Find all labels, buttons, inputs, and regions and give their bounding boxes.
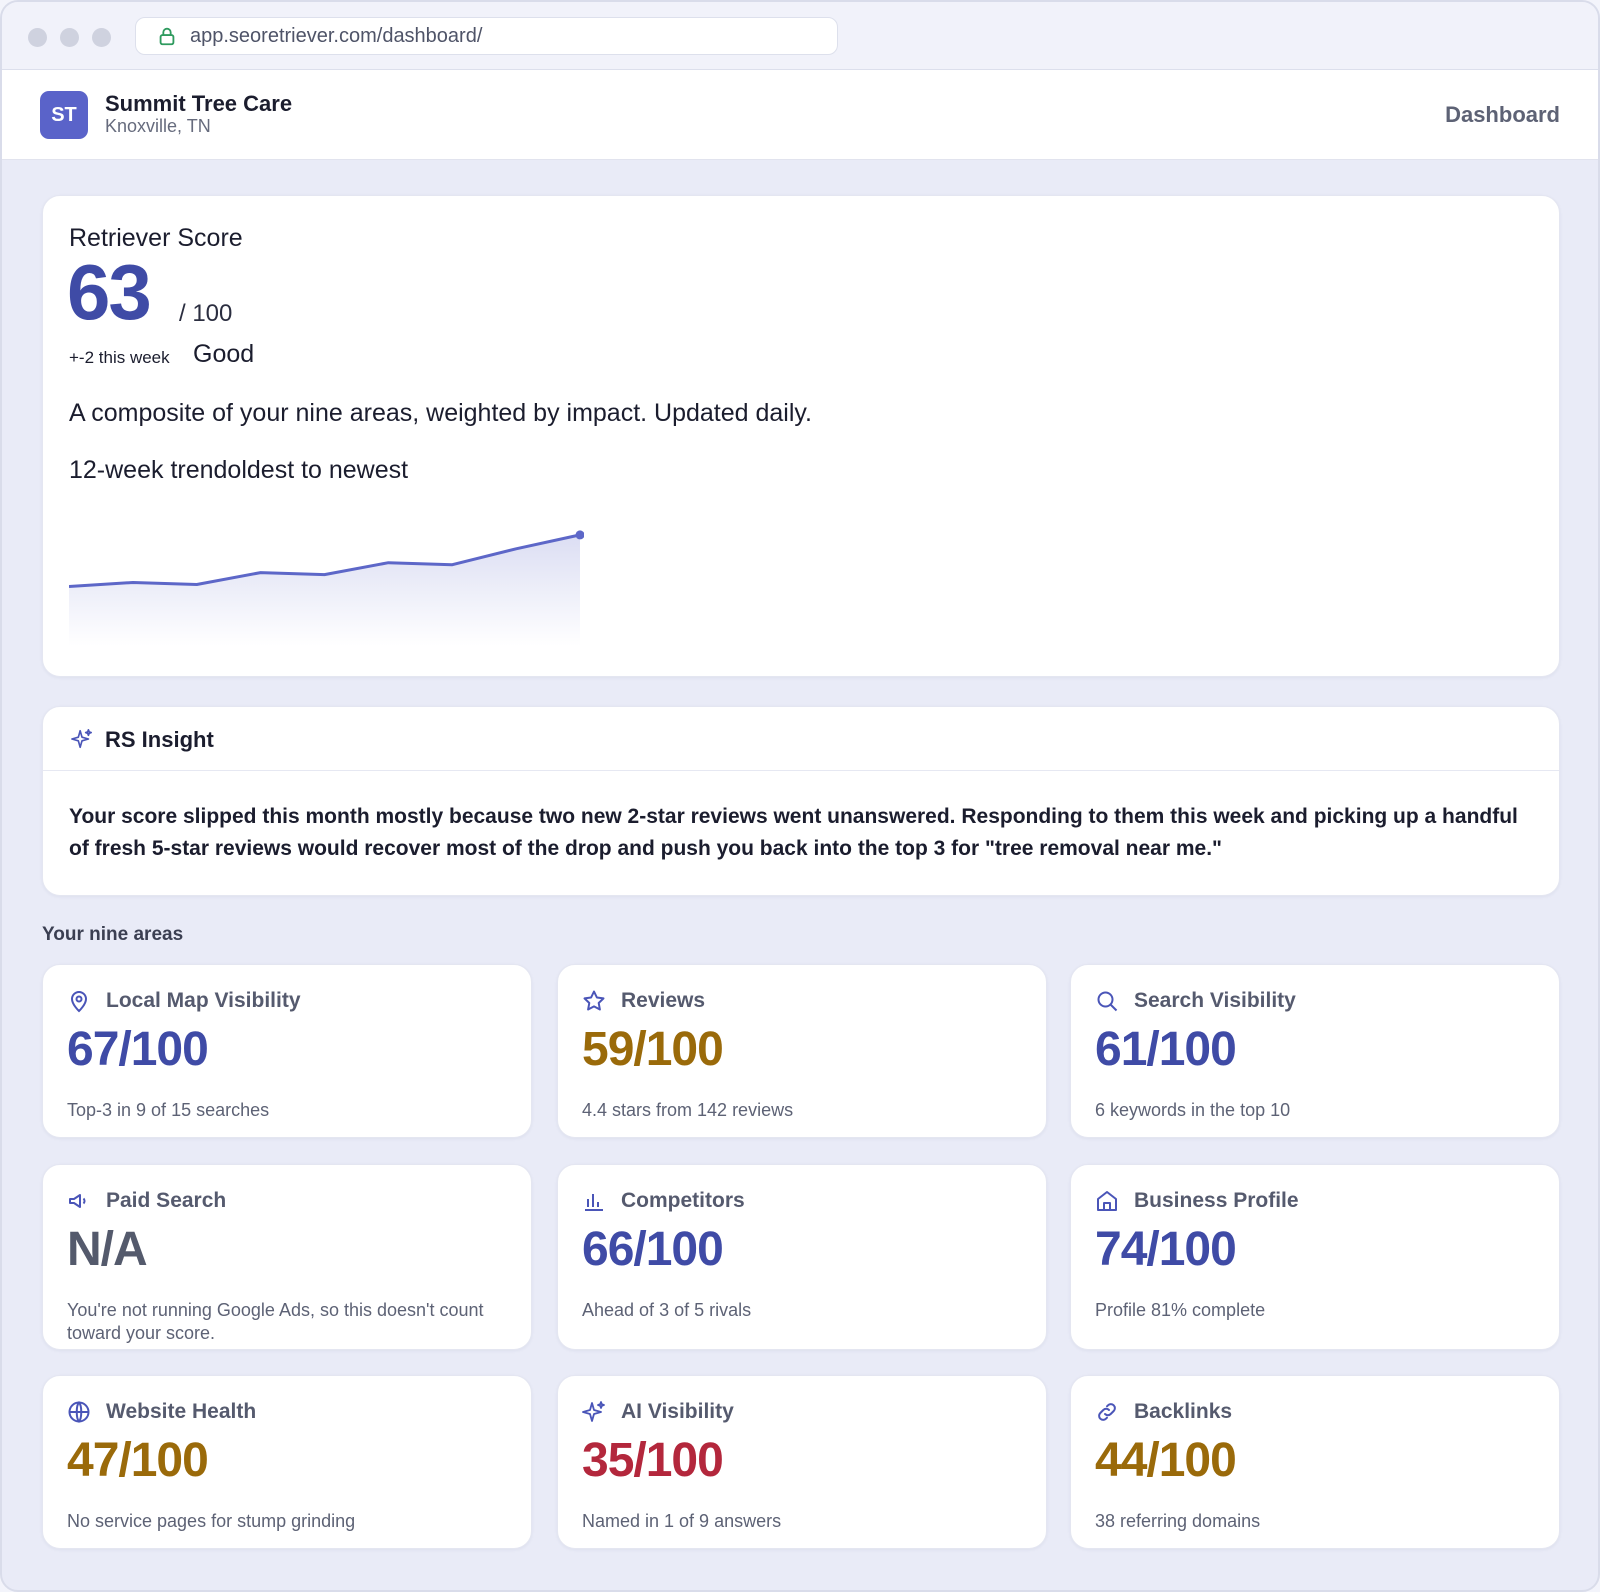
area-label: Business Profile bbox=[1134, 1189, 1299, 1212]
insight-header: RS Insight bbox=[43, 707, 1559, 771]
area-note: You're not running Google Ads, so this d… bbox=[67, 1300, 484, 1343]
area-score: 35/100 bbox=[582, 1434, 724, 1487]
area-score: 44/100 bbox=[1095, 1434, 1237, 1487]
areas-section-title: Your nine areas bbox=[42, 924, 184, 945]
area-note: 4.4 stars from 142 reviews bbox=[582, 1100, 794, 1120]
insight-title: RS Insight bbox=[105, 727, 214, 752]
area-label: Search Visibility bbox=[1134, 989, 1296, 1012]
storefront-icon bbox=[1097, 1191, 1117, 1211]
area-note: No service pages for stump grinding bbox=[67, 1511, 356, 1531]
area-label: Paid Search bbox=[106, 1189, 227, 1212]
insight-body: Your score slipped this month mostly bec… bbox=[69, 805, 1518, 860]
area-score: N/A bbox=[67, 1223, 148, 1276]
score-trend-chart bbox=[69, 530, 584, 646]
area-card-reviews[interactable]: Reviews 59/100 4.4 stars from 142 review… bbox=[557, 964, 1047, 1138]
score-label: Retriever Score bbox=[69, 224, 243, 252]
area-score: 61/100 bbox=[1095, 1023, 1237, 1076]
star-icon bbox=[583, 990, 605, 1011]
address-bar-url: app.seoretriever.com/dashboard/ bbox=[190, 24, 483, 47]
area-card-competitors[interactable]: Competitors 66/100 Ahead of 3 of 5 rival… bbox=[557, 1164, 1047, 1350]
link-icon bbox=[1098, 1403, 1116, 1421]
area-note: Top-3 in 9 of 15 searches bbox=[67, 1100, 270, 1120]
business-location: Knoxville, TN bbox=[105, 116, 211, 136]
area-note: 38 referring domains bbox=[1095, 1511, 1261, 1531]
score-value: 63 bbox=[67, 248, 152, 336]
area-label: Backlinks bbox=[1134, 1400, 1233, 1423]
map-pin-icon bbox=[70, 991, 88, 1013]
area-score: 66/100 bbox=[582, 1223, 724, 1276]
app-header: ST Summit Tree Care Knoxville, TN Dashbo… bbox=[2, 70, 1598, 160]
area-label: AI Visibility bbox=[621, 1400, 734, 1423]
area-score: 47/100 bbox=[67, 1434, 209, 1487]
address-bar[interactable]: app.seoretriever.com/dashboard/ bbox=[135, 17, 838, 55]
area-note: Ahead of 3 of 5 rivals bbox=[582, 1300, 752, 1320]
window-maximize-button[interactable] bbox=[92, 28, 111, 47]
trend-area bbox=[69, 534, 580, 646]
megaphone-icon bbox=[69, 1194, 86, 1208]
retriever-score-card: Retriever Score 63 / 100 +-2 this week G… bbox=[42, 195, 1560, 677]
area-card-paid-search[interactable]: Paid Search N/A You're not running Googl… bbox=[42, 1164, 532, 1350]
area-note: Profile 81% complete bbox=[1095, 1300, 1266, 1320]
area-note: Named in 1 of 9 answers bbox=[582, 1511, 782, 1531]
sparkle-icon bbox=[71, 729, 92, 749]
area-card-local-map-visibility[interactable]: Local Map Visibility 67/100 Top-3 in 9 o… bbox=[42, 964, 532, 1138]
area-card-backlinks[interactable]: Backlinks 44/100 38 referring domains bbox=[1070, 1375, 1560, 1549]
business-name: Summit Tree Care bbox=[105, 91, 293, 116]
trend-label: 12-week trendoldest to newest bbox=[69, 456, 409, 484]
browser-chrome: app.seoretriever.com/dashboard/ bbox=[2, 2, 1598, 70]
area-label: Website Health bbox=[106, 1400, 257, 1423]
globe-icon bbox=[68, 1401, 90, 1423]
area-score: 74/100 bbox=[1095, 1223, 1237, 1276]
trend-latest-point bbox=[575, 530, 584, 540]
score-weekly-delta: +-2 this week bbox=[69, 348, 170, 367]
lock-icon bbox=[159, 27, 175, 46]
area-card-ai-visibility[interactable]: AI Visibility 35/100 Named in 1 of 9 ans… bbox=[557, 1375, 1047, 1549]
window-close-button[interactable] bbox=[28, 28, 47, 47]
area-label: Reviews bbox=[621, 989, 706, 1012]
trend-line bbox=[69, 533, 581, 588]
area-label: Local Map Visibility bbox=[106, 989, 301, 1012]
score-description: A composite of your nine areas, weighted… bbox=[69, 399, 813, 427]
business-avatar[interactable]: ST bbox=[40, 91, 88, 139]
area-score: 59/100 bbox=[582, 1023, 724, 1076]
area-note: 6 keywords in the top 10 bbox=[1095, 1100, 1291, 1120]
score-rating: Good bbox=[193, 340, 255, 368]
bar-chart-icon bbox=[585, 1194, 603, 1211]
sparkle-icon bbox=[582, 1401, 605, 1422]
search-icon bbox=[1097, 991, 1118, 1012]
rs-insight-card: RS Insight Your score slipped this month… bbox=[42, 706, 1560, 896]
window-minimize-button[interactable] bbox=[60, 28, 79, 47]
area-card-business-profile[interactable]: Business Profile 74/100 Profile 81% comp… bbox=[1070, 1164, 1560, 1350]
area-card-website-health[interactable]: Website Health 47/100 No service pages f… bbox=[42, 1375, 532, 1549]
nav-dashboard-link[interactable]: Dashboard bbox=[1445, 102, 1560, 127]
score-max: / 100 bbox=[179, 300, 233, 327]
area-card-search-visibility[interactable]: Search Visibility 61/100 6 keywords in t… bbox=[1070, 964, 1560, 1138]
area-label: Competitors bbox=[621, 1189, 745, 1212]
area-score: 67/100 bbox=[67, 1023, 209, 1076]
